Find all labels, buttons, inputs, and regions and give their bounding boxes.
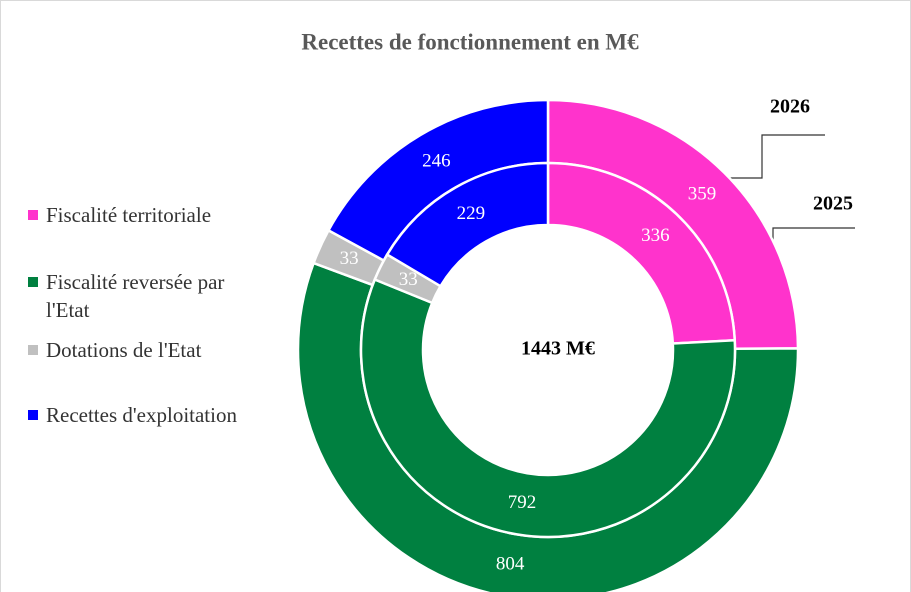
data-label: 792	[508, 492, 537, 513]
data-label: 336	[641, 225, 670, 246]
data-label: 359	[688, 183, 717, 204]
data-label: 246	[422, 150, 451, 171]
legend-item: Fiscalité reversée par l'Etat	[28, 268, 256, 324]
data-label: 33	[340, 248, 359, 269]
legend-item: Fiscalité territoriale	[28, 201, 296, 229]
legend-swatch	[28, 277, 38, 287]
data-label: 804	[496, 554, 525, 575]
legend-swatch	[28, 410, 38, 420]
donut-segment	[359, 277, 737, 539]
donut-segment	[385, 161, 550, 288]
series-annotation: 2026	[770, 96, 810, 118]
center-label: 1443 M€	[521, 338, 595, 360]
legend-item: Recettes d'exploitation	[28, 401, 256, 429]
series-annotation: 2025	[813, 193, 853, 215]
legend-item: Dotations de l'Etat	[28, 336, 296, 364]
data-label: 229	[457, 203, 486, 224]
legend-label: Fiscalité reversée par l'Etat	[46, 270, 225, 322]
data-label: 33	[399, 269, 418, 290]
leader-line	[705, 134, 825, 179]
legend-swatch	[28, 345, 38, 355]
chart-title: Recettes de fonctionnement en M€	[301, 29, 639, 54]
legend-label: Recettes d'exploitation	[46, 403, 237, 427]
legend-swatch	[28, 210, 38, 220]
legend-label: Fiscalité territoriale	[46, 203, 212, 227]
legend-label: Dotations de l'Etat	[46, 338, 202, 362]
